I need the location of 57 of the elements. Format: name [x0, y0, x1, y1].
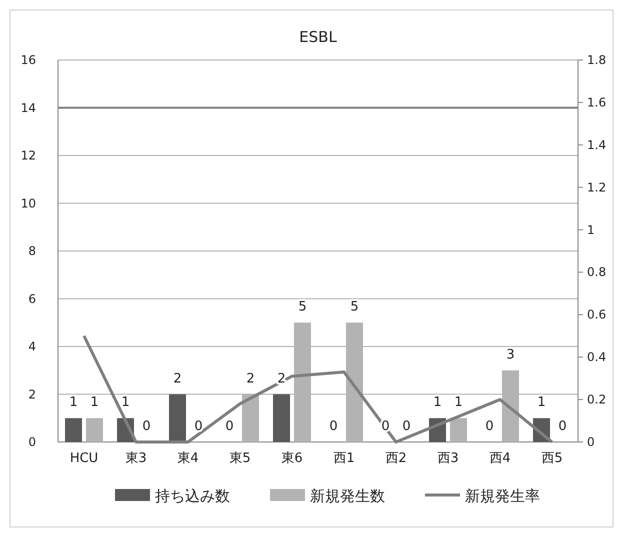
- bar: [450, 418, 467, 442]
- x-tick-label: 西4: [489, 451, 511, 466]
- y2-tick-label: 1.4: [587, 138, 606, 152]
- y2-tick-label: 1.6: [587, 95, 606, 110]
- y-tick-label: 0: [28, 435, 36, 449]
- y-tick-label: 10: [20, 196, 36, 210]
- y-tick-label: 8: [28, 244, 36, 258]
- y-tick-label: 4: [28, 340, 36, 354]
- y-tick-label: 14: [20, 100, 36, 115]
- bar: [86, 418, 103, 442]
- chart-title: ESBL: [299, 28, 338, 46]
- data-label: 1: [433, 395, 442, 410]
- data-label: 0: [381, 419, 390, 434]
- x-tick-label: 東4: [177, 451, 199, 466]
- data-label: 1: [69, 395, 78, 410]
- x-tick-label: 西5: [541, 451, 563, 466]
- y-tick-label: 6: [28, 292, 36, 306]
- data-label: 1: [537, 395, 546, 410]
- bar: [65, 418, 82, 442]
- data-label: 0: [402, 419, 411, 434]
- y2-tick-label: 0: [587, 435, 595, 449]
- bar: [273, 394, 290, 442]
- data-label: 0: [558, 419, 567, 434]
- data-label: 5: [298, 300, 307, 315]
- legend-label: 新規発生数: [310, 487, 385, 505]
- x-tick-label: 西2: [385, 451, 407, 466]
- legend-label: 持ち込み数: [155, 487, 230, 505]
- y2-tick-label: 1.8: [587, 53, 606, 67]
- y2-tick-label: 1.2: [587, 180, 606, 194]
- data-label: 0: [194, 419, 203, 434]
- x-tick-label: 東6: [281, 451, 303, 466]
- legend-label: 新規発生率: [465, 487, 540, 505]
- data-label: 0: [329, 419, 338, 434]
- y-tick-label: 16: [20, 53, 36, 67]
- x-tick-label: 東3: [125, 451, 147, 466]
- bar: [169, 394, 186, 442]
- data-label: 1: [121, 395, 130, 410]
- x-tick-label: 西3: [437, 451, 459, 466]
- data-label: 2: [173, 371, 182, 386]
- y2-tick-label: 1: [587, 222, 595, 237]
- y2-tick-label: 0.6: [587, 308, 606, 322]
- x-tick-label: HCU: [70, 451, 98, 466]
- y2-tick-label: 0.4: [587, 350, 606, 364]
- y2-tick-label: 0.8: [587, 265, 606, 280]
- y-tick-label: 2: [28, 387, 36, 402]
- data-label: 0: [485, 419, 494, 434]
- data-label: 0: [142, 419, 151, 434]
- data-label: 0: [225, 419, 234, 434]
- x-tick-label: 西1: [333, 451, 355, 466]
- data-label: 1: [454, 395, 463, 410]
- y2-tick-label: 0.2: [587, 392, 606, 407]
- data-label: 3: [506, 347, 515, 362]
- data-label: 1: [90, 395, 99, 410]
- x-tick-label: 東5: [229, 451, 251, 466]
- y-tick-label: 12: [20, 148, 36, 162]
- data-label: 5: [350, 300, 359, 315]
- data-label: 2: [246, 371, 255, 386]
